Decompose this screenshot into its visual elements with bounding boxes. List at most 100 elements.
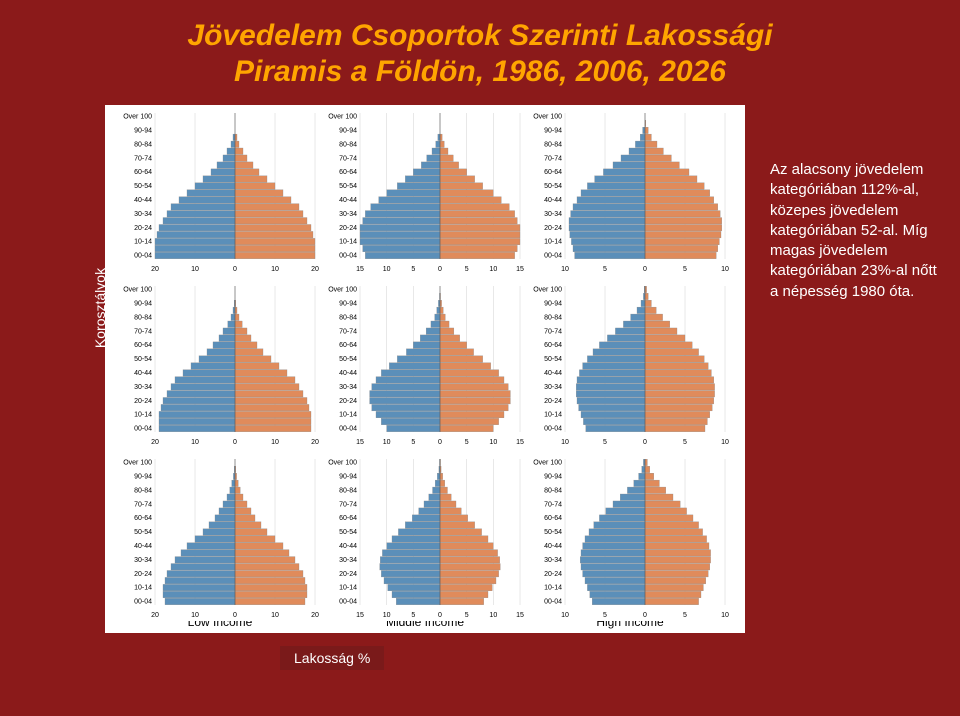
pyramid-2006-low: 201001020Over 10090-9480-8470-7460-6450-…	[120, 280, 320, 448]
slide: { "title_html": "J&ouml;vedelem Csoporto…	[0, 0, 960, 716]
svg-text:10: 10	[721, 439, 729, 446]
svg-text:10: 10	[561, 439, 569, 446]
svg-text:90-94: 90-94	[134, 127, 152, 134]
svg-text:70-74: 70-74	[134, 155, 152, 162]
svg-text:40-44: 40-44	[134, 543, 152, 550]
svg-text:0: 0	[233, 612, 237, 619]
svg-text:5: 5	[683, 439, 687, 446]
svg-text:90-94: 90-94	[544, 127, 562, 134]
svg-text:0: 0	[643, 439, 647, 446]
svg-text:70-74: 70-74	[339, 501, 357, 508]
svg-text:10-14: 10-14	[339, 412, 357, 419]
svg-text:20-24: 20-24	[339, 398, 357, 405]
svg-text:Over 100: Over 100	[533, 460, 562, 467]
svg-text:90-94: 90-94	[339, 127, 357, 134]
svg-text:10-14: 10-14	[339, 239, 357, 246]
svg-text:90-94: 90-94	[544, 300, 562, 307]
svg-text:10: 10	[191, 266, 199, 273]
svg-text:Over 100: Over 100	[123, 114, 152, 121]
svg-text:20: 20	[311, 439, 319, 446]
svg-text:20: 20	[151, 439, 159, 446]
svg-text:00-04: 00-04	[544, 253, 562, 260]
svg-text:20-24: 20-24	[544, 398, 562, 405]
svg-text:60-64: 60-64	[134, 169, 152, 176]
svg-text:10: 10	[489, 612, 497, 619]
svg-text:90-94: 90-94	[339, 300, 357, 307]
svg-text:0: 0	[438, 266, 442, 273]
svg-text:60-64: 60-64	[544, 169, 562, 176]
svg-text:30-34: 30-34	[339, 384, 357, 391]
svg-text:10-14: 10-14	[544, 585, 562, 592]
pyramid-2026-low: 201001020Over 10090-9480-8470-7460-6450-…	[120, 453, 320, 621]
svg-text:20-24: 20-24	[544, 571, 562, 578]
svg-text:15: 15	[516, 266, 524, 273]
svg-text:70-74: 70-74	[339, 155, 357, 162]
svg-text:5: 5	[411, 612, 415, 619]
svg-text:10: 10	[271, 439, 279, 446]
svg-text:5: 5	[603, 266, 607, 273]
svg-text:15: 15	[516, 612, 524, 619]
svg-text:Over 100: Over 100	[123, 460, 152, 467]
svg-text:30-34: 30-34	[544, 557, 562, 564]
pyramid-2006-middle: 15105051015Over 10090-9480-8470-7460-645…	[325, 280, 525, 448]
side-description: Az alacsony jövedelem kategóriában 112%-…	[770, 160, 940, 302]
pyramid-2026-middle: 15105051015Over 10090-9480-8470-7460-645…	[325, 453, 525, 621]
svg-text:20-24: 20-24	[339, 571, 357, 578]
svg-text:10: 10	[271, 266, 279, 273]
svg-text:15: 15	[356, 266, 364, 273]
svg-text:40-44: 40-44	[134, 370, 152, 377]
svg-text:60-64: 60-64	[339, 515, 357, 522]
svg-text:50-54: 50-54	[134, 356, 152, 363]
svg-text:5: 5	[411, 439, 415, 446]
svg-text:15: 15	[516, 439, 524, 446]
svg-text:40-44: 40-44	[544, 370, 562, 377]
svg-text:40-44: 40-44	[339, 543, 357, 550]
pyramid-1986-high: 1050510Over 10090-9480-8470-7460-6450-54…	[530, 107, 730, 275]
svg-text:40-44: 40-44	[339, 370, 357, 377]
svg-text:50-54: 50-54	[339, 529, 357, 536]
svg-text:20-24: 20-24	[544, 225, 562, 232]
svg-text:70-74: 70-74	[544, 328, 562, 335]
svg-text:10: 10	[383, 439, 391, 446]
svg-text:10-14: 10-14	[134, 239, 152, 246]
svg-text:40-44: 40-44	[544, 543, 562, 550]
svg-text:80-84: 80-84	[339, 314, 357, 321]
svg-text:30-34: 30-34	[544, 384, 562, 391]
svg-text:50-54: 50-54	[134, 183, 152, 190]
svg-text:10: 10	[383, 612, 391, 619]
svg-text:20-24: 20-24	[134, 571, 152, 578]
svg-text:50-54: 50-54	[544, 529, 562, 536]
svg-text:Over 100: Over 100	[533, 114, 562, 121]
svg-text:5: 5	[603, 439, 607, 446]
svg-text:10: 10	[561, 612, 569, 619]
svg-text:70-74: 70-74	[134, 501, 152, 508]
svg-text:30-34: 30-34	[134, 384, 152, 391]
svg-text:80-84: 80-84	[544, 314, 562, 321]
svg-text:50-54: 50-54	[544, 183, 562, 190]
svg-text:80-84: 80-84	[134, 487, 152, 494]
svg-text:60-64: 60-64	[134, 515, 152, 522]
svg-text:40-44: 40-44	[544, 197, 562, 204]
svg-text:70-74: 70-74	[339, 328, 357, 335]
svg-text:5: 5	[603, 612, 607, 619]
svg-text:00-04: 00-04	[544, 426, 562, 433]
svg-text:60-64: 60-64	[544, 515, 562, 522]
svg-text:20: 20	[151, 612, 159, 619]
svg-text:10-14: 10-14	[339, 585, 357, 592]
svg-text:10: 10	[561, 266, 569, 273]
svg-text:10-14: 10-14	[544, 412, 562, 419]
svg-text:00-04: 00-04	[134, 426, 152, 433]
svg-text:60-64: 60-64	[544, 342, 562, 349]
pyramid-1986-middle: 15105051015Over 10090-9480-8470-7460-645…	[325, 107, 525, 275]
svg-text:10: 10	[383, 266, 391, 273]
svg-text:Over 100: Over 100	[328, 460, 357, 467]
svg-text:10: 10	[191, 612, 199, 619]
pyramid-2006-high: 1050510Over 10090-9480-8470-7460-6450-54…	[530, 280, 730, 448]
svg-text:10: 10	[489, 266, 497, 273]
svg-text:30-34: 30-34	[134, 211, 152, 218]
svg-text:80-84: 80-84	[544, 487, 562, 494]
svg-text:80-84: 80-84	[134, 141, 152, 148]
svg-text:0: 0	[438, 612, 442, 619]
svg-text:5: 5	[465, 439, 469, 446]
svg-text:5: 5	[465, 266, 469, 273]
